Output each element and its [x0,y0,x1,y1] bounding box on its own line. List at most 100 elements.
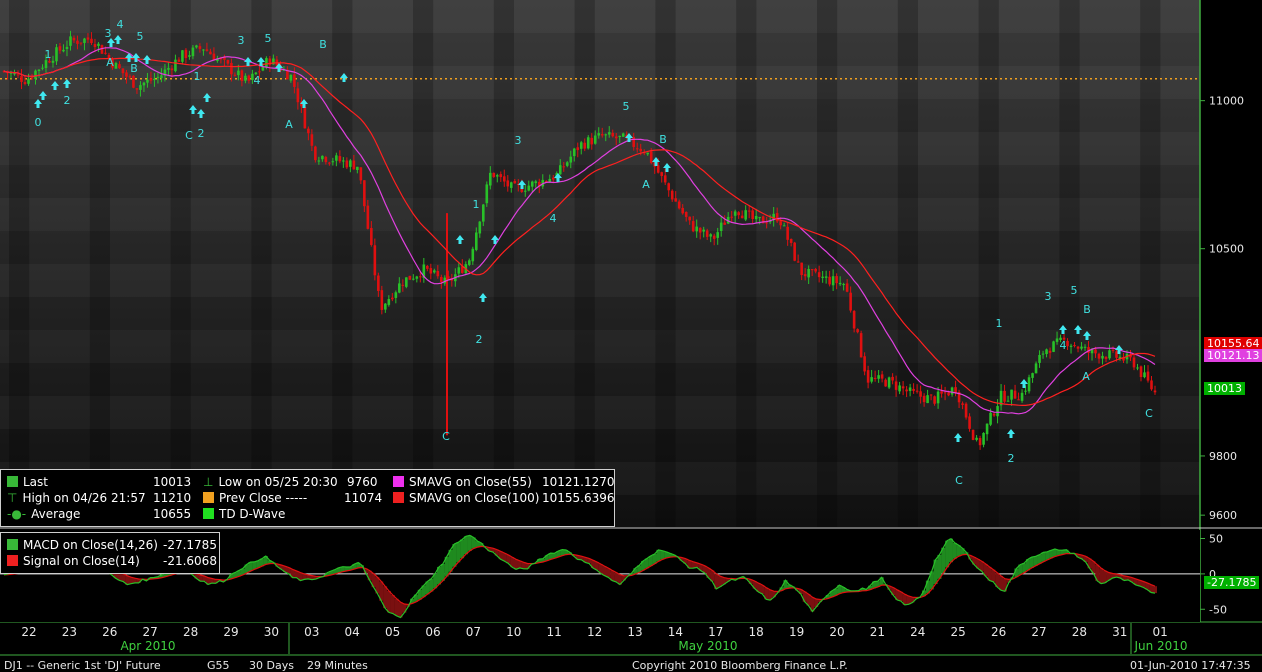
candle-body [1003,390,1006,402]
candle-body [265,58,268,68]
candle-body [181,50,184,62]
candle-body [1027,377,1031,392]
month-label: Apr 2010 [120,639,175,653]
candle-body [44,60,48,69]
candle-body [268,58,272,65]
x-day-label: 10 [506,625,521,639]
x-day-label: 28 [183,625,198,639]
candle-body [898,385,901,392]
day-band [655,0,676,527]
wave-arrow-icon [518,180,526,189]
candle-body [691,221,695,232]
candle-body [695,226,698,232]
candle-body [1034,363,1038,374]
candle-body [51,60,55,63]
candle-body [765,222,768,224]
candle-body [968,416,971,429]
wave-arrow-icon [244,57,252,66]
candle-body [146,79,149,83]
candle-body [891,376,894,381]
candle-body [401,284,405,286]
candle-body [989,412,992,425]
wave-label: 5 [137,30,144,43]
legend-high-value: 11210 [153,491,192,505]
candle-body [597,133,601,136]
candle-body [779,221,782,226]
candle-body [1076,346,1080,349]
candle-body [254,72,258,75]
candle-body [335,155,338,161]
candle-body [915,390,919,392]
candle-body [216,58,219,62]
tag-macd: -27.1785 [1204,576,1260,589]
candle-body [1062,337,1066,340]
candle-body [1038,354,1041,363]
candle-body [586,137,590,149]
candle-body [303,106,307,129]
wave-arrow-icon [1083,331,1091,340]
x-day-label: 20 [829,625,844,639]
candle-body [258,71,261,73]
candle-body [76,40,79,44]
candle-body [153,78,156,81]
wave-label: 5 [623,100,630,113]
candle-body [1052,341,1055,352]
candle-body [747,210,751,212]
candle-body [1066,340,1069,347]
candle-body [985,423,989,435]
candle-body [1118,356,1122,359]
x-day-label: 22 [21,625,36,639]
day-band [897,0,918,527]
candle-body [775,213,779,222]
candle-body [212,53,216,61]
candle-body [415,276,419,279]
x-day-label: 30 [264,625,279,639]
wave-arrow-icon [132,53,140,62]
x-day-label: 12 [587,625,602,639]
wave-arrow-icon [63,79,71,88]
day-band [332,0,353,527]
candle-body [90,38,93,44]
tag-smavg55: 10121.13 [1204,349,1262,362]
candle-body [125,72,128,77]
candle-body [1129,354,1132,358]
candle-body [286,69,289,80]
candle-body [433,270,436,273]
macd-y-tick-label: 0 [1209,568,1216,581]
candle-body [467,260,471,265]
candle-body [331,161,335,163]
candle-body [999,390,1003,406]
wave-arrow-icon [107,38,115,47]
candle-body [62,49,65,52]
candle-body [705,230,709,237]
candle-body [754,215,758,220]
candle-body [702,229,705,232]
candle-body [516,184,520,186]
x-day-label: 17 [708,625,723,639]
candle-body [48,60,51,63]
x-day-label: 05 [385,625,400,639]
candle-body [600,134,604,136]
candle-body [405,277,408,287]
candle-body [677,201,681,209]
candle-body [908,387,912,391]
candle-body [156,76,160,78]
x-day-label: 25 [951,625,966,639]
candle-body [1010,389,1013,400]
candle-body [611,132,615,137]
candle-body [506,180,510,187]
candle-body [363,180,366,207]
candle-body [107,54,111,59]
candle-body [345,160,349,168]
candle-body [104,52,107,54]
x-day-label: 06 [425,625,440,639]
candle-body [639,148,643,152]
wave-label: 3 [515,134,522,147]
candle-body [412,278,415,280]
candle-body [118,64,121,69]
macd-legend: MACD on Close(14,26) -27.1785 Signal on … [0,532,220,574]
candle-body [1024,390,1027,392]
wave-label: 3 [105,27,112,40]
candle-body [97,43,100,46]
candle-body [72,37,76,41]
